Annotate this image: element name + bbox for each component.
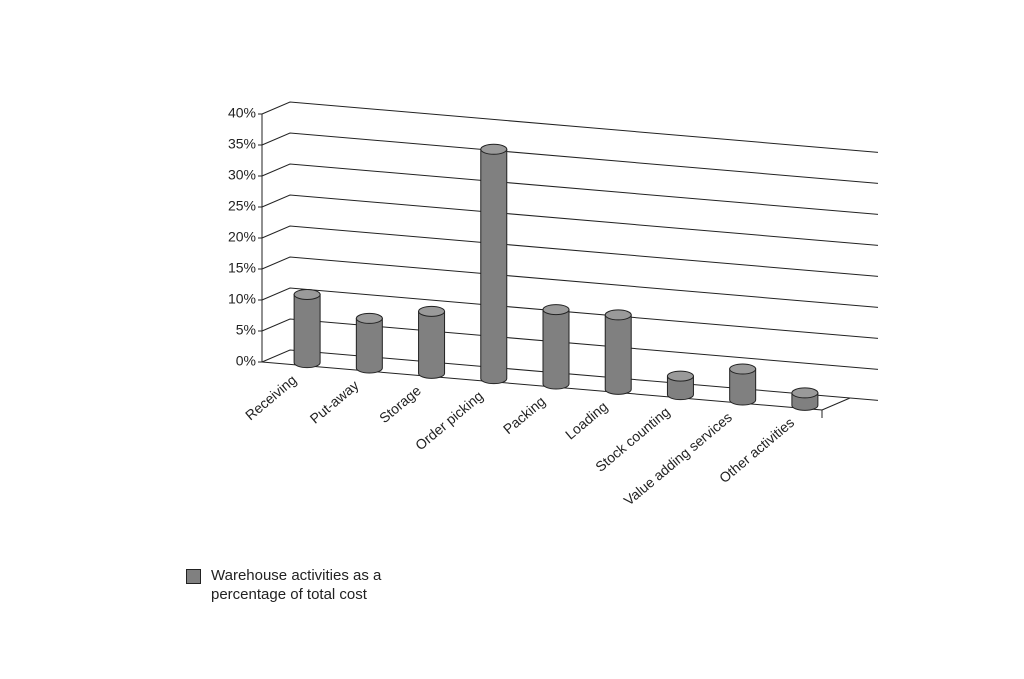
x-tick-label: Order picking: [412, 388, 486, 454]
bar-top: [418, 305, 446, 317]
x-tick-label: Storage: [376, 382, 424, 426]
grid-line: [261, 101, 879, 153]
y-tick-label: 20%: [228, 229, 256, 245]
bar: [293, 293, 321, 369]
grid-line: [261, 225, 879, 277]
bar-top: [791, 387, 819, 399]
y-tick-label: 40%: [228, 105, 256, 121]
bar: [542, 309, 570, 390]
grid-line: [261, 194, 879, 246]
y-tick-label: 30%: [228, 167, 256, 183]
y-tick-label: 35%: [228, 136, 256, 152]
x-tick-label: Loading: [562, 398, 610, 442]
y-tick-label: 5%: [236, 322, 256, 338]
bar-top: [666, 370, 694, 382]
grid-line: [261, 132, 879, 184]
legend-swatch: [186, 569, 201, 584]
y-tick-label: 25%: [228, 198, 256, 214]
legend: Warehouse activities as a percentage of …: [186, 566, 426, 604]
bar-top: [604, 309, 632, 321]
bar-top: [293, 288, 321, 300]
bar: [604, 314, 632, 395]
floor: [261, 361, 851, 418]
bar: [418, 310, 446, 379]
grid-line: [261, 287, 879, 339]
grid-line: [261, 318, 879, 370]
bar: [355, 317, 383, 374]
y-tick-label: 15%: [228, 260, 256, 276]
legend-label: Warehouse activities as a percentage of …: [211, 567, 382, 603]
bar-top: [355, 312, 383, 324]
bar: [480, 148, 508, 385]
bar: [666, 375, 694, 401]
y-tick-label: 10%: [228, 291, 256, 307]
x-tick-label: Packing: [500, 393, 548, 437]
bar-top: [729, 363, 757, 375]
grid-line: [261, 163, 879, 215]
x-tick-label: Receiving: [242, 372, 299, 424]
grid-line: [261, 256, 879, 308]
bar-top: [480, 143, 508, 155]
y-tick-label: 0%: [236, 353, 256, 369]
bar: [729, 368, 757, 406]
bar-top: [542, 304, 570, 316]
x-tick-label: Put-away: [307, 377, 362, 427]
